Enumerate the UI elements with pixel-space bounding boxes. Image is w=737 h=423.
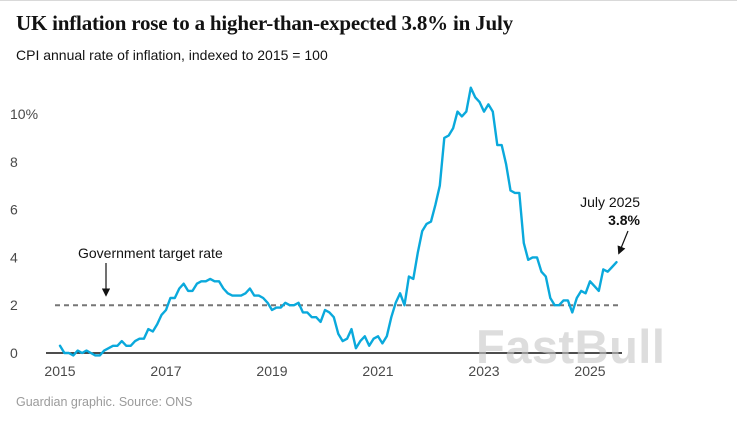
x-tick-label: 2017: [150, 363, 181, 379]
page-title: UK inflation rose to a higher-than-expec…: [16, 11, 513, 35]
x-tick-label: 2019: [256, 363, 287, 379]
chart-subtitle: CPI annual rate of inflation, indexed to…: [16, 47, 328, 63]
target-rate-annotation: Government target rate: [78, 245, 223, 261]
watermark: FastBull: [476, 320, 666, 373]
callout-arrow-icon: [617, 230, 629, 255]
y-tick-label: 8: [10, 154, 18, 170]
latest-value-callout: July 2025 3.8%: [540, 193, 640, 229]
y-tick-label: 2: [10, 297, 18, 313]
callout-date: July 2025: [580, 194, 640, 210]
x-tick-label: 2025: [574, 363, 605, 379]
callout-value: 3.8%: [608, 212, 640, 229]
source-credit: Guardian graphic. Source: ONS: [16, 395, 193, 409]
y-tick-label: 4: [10, 249, 18, 265]
x-tick-label: 2023: [468, 363, 499, 379]
y-tick-label: 0: [10, 345, 18, 361]
y-tick-label: 10%: [10, 106, 38, 122]
y-tick-label: 6: [10, 202, 18, 218]
inflation-line-chart: 0 2 4 6 8 10% 2015 2017 2019 2021 2023 2025: [10, 86, 629, 379]
x-tick-label: 2021: [362, 363, 393, 379]
x-tick-label: 2015: [44, 363, 75, 379]
cpi-line-series: [58, 86, 618, 357]
